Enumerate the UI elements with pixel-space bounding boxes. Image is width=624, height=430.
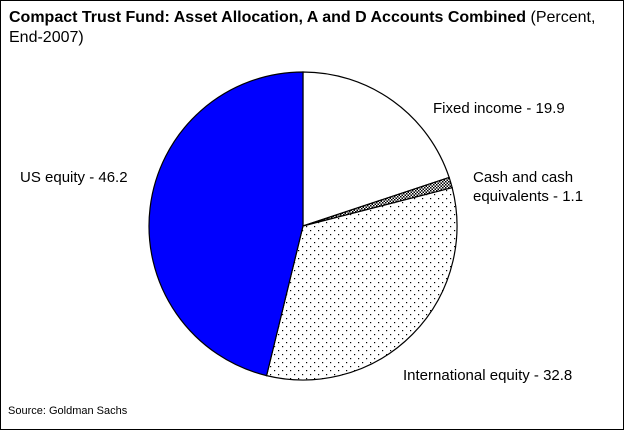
pie-slice [302,71,450,227]
pie-slice [148,71,304,377]
slice-label: International equity - 32.8 [403,367,573,384]
subtitle: (Percent, End-2007) [9,9,596,46]
title: Compact Trust Fund: Asset Allocation, A … [9,9,527,26]
chart-title: Compact Trust Fund: Asset Allocation, A … [9,8,609,48]
source-note: Source: Goldman Sachs [8,405,128,417]
slice-label: US equity - 46.2 [20,169,128,186]
slice-label: Fixed income - 19.9 [433,100,565,117]
slice-label: Cash and cash equivalents - 1.1 [473,169,584,205]
pie-slice [265,186,458,381]
